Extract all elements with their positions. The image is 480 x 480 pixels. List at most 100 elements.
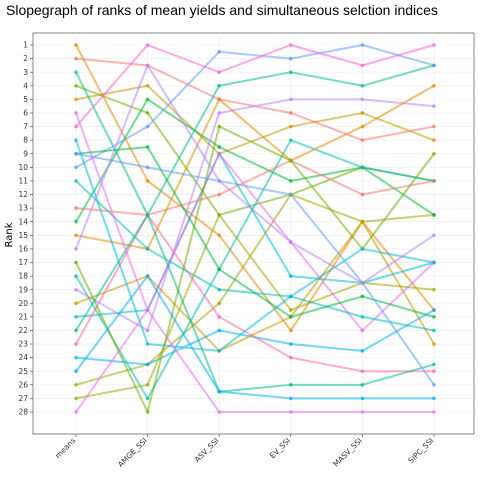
series-point xyxy=(360,281,365,285)
series-point xyxy=(360,192,365,197)
series-point xyxy=(289,43,293,47)
series-point xyxy=(145,342,150,346)
series-point xyxy=(74,383,78,387)
x-tick-label: SIPC_SSI xyxy=(406,436,435,465)
series-point xyxy=(74,260,78,265)
series-point xyxy=(145,63,150,68)
y-tick-label: 24 xyxy=(18,353,28,362)
series-point xyxy=(432,179,436,183)
y-tick-label: 3 xyxy=(23,68,28,77)
x-tick-label: ASV_SSI xyxy=(193,436,221,464)
series-point xyxy=(74,70,78,74)
series-line-6 xyxy=(75,98,435,223)
series-line-8 xyxy=(75,139,435,400)
series-point xyxy=(217,315,221,319)
y-tick-label: 13 xyxy=(18,204,28,213)
y-tick-label: 25 xyxy=(18,367,28,376)
series-line-20 xyxy=(75,125,435,413)
y-tick-label: 12 xyxy=(18,190,28,199)
y-tick-label: 20 xyxy=(18,299,28,308)
y-tick-label: 5 xyxy=(23,95,28,104)
series-point xyxy=(289,396,293,401)
series-line-24 xyxy=(75,139,435,352)
series-point xyxy=(360,369,365,374)
series-point xyxy=(217,267,221,272)
series-point xyxy=(432,362,436,367)
series-point xyxy=(74,301,78,306)
series-line-22 xyxy=(75,213,435,393)
series-point xyxy=(74,43,78,47)
series-point xyxy=(217,97,221,102)
series-line-14 xyxy=(75,44,435,128)
series-point xyxy=(217,233,221,238)
series-point xyxy=(289,342,293,346)
series-point xyxy=(74,274,78,278)
series-point xyxy=(360,396,365,401)
series-point xyxy=(289,124,293,129)
series-point xyxy=(145,97,150,102)
y-tick-label: 21 xyxy=(18,312,28,321)
series-point xyxy=(360,410,365,414)
series-point xyxy=(360,111,365,115)
y-tick-label: 22 xyxy=(18,326,28,335)
series-point xyxy=(289,56,293,61)
series-line-25 xyxy=(75,275,434,400)
series-point xyxy=(289,179,293,183)
series-point xyxy=(289,355,293,360)
y-tick-label: 8 xyxy=(23,136,28,145)
series-point xyxy=(217,410,221,414)
x-tick-label: means xyxy=(53,436,77,460)
y-tick-label: 16 xyxy=(18,244,28,253)
series-point xyxy=(145,383,150,387)
series-point xyxy=(74,369,78,374)
series-point xyxy=(360,315,365,319)
series-point xyxy=(289,274,293,278)
series-line-2 xyxy=(75,44,435,332)
series-point xyxy=(432,287,436,292)
series-point xyxy=(145,43,150,47)
series-point xyxy=(289,308,293,312)
series-point xyxy=(360,383,365,387)
series-point xyxy=(74,287,78,292)
series-point xyxy=(432,383,436,387)
series-point xyxy=(432,315,436,319)
series-line-12 xyxy=(75,98,435,332)
series-point xyxy=(360,349,365,353)
series-point xyxy=(289,70,293,74)
series-line-11 xyxy=(75,44,435,169)
series-point xyxy=(360,247,365,251)
series-line-18 xyxy=(75,220,435,352)
series-point xyxy=(74,179,78,183)
y-tick-label: 18 xyxy=(18,272,28,281)
series-point xyxy=(74,206,78,210)
series-point xyxy=(145,308,150,312)
series-line-28 xyxy=(75,112,434,413)
series-point xyxy=(289,138,293,142)
series-point xyxy=(289,328,293,333)
series-point xyxy=(432,83,436,88)
y-tick-label: 19 xyxy=(18,285,28,294)
series-point xyxy=(145,124,150,129)
series-point xyxy=(360,165,365,170)
series-point xyxy=(74,219,78,224)
y-tick-label: 26 xyxy=(18,380,28,389)
series-point xyxy=(217,349,221,353)
series-point xyxy=(74,410,78,414)
series-point xyxy=(360,219,365,224)
series-point xyxy=(289,97,293,102)
series-point xyxy=(74,138,78,142)
series-point xyxy=(217,179,221,183)
series-point xyxy=(360,97,365,102)
series-point xyxy=(74,165,78,170)
series-line-16 xyxy=(75,159,435,216)
series-point xyxy=(432,124,436,129)
y-tick-label: 2 xyxy=(23,54,28,63)
series-point xyxy=(289,383,293,387)
series-point xyxy=(432,104,436,108)
y-axis-title: Rank xyxy=(4,222,15,247)
series-point xyxy=(74,396,78,401)
series-point xyxy=(289,315,293,319)
y-tick-label: 27 xyxy=(18,394,28,403)
series-line-3 xyxy=(75,84,435,155)
